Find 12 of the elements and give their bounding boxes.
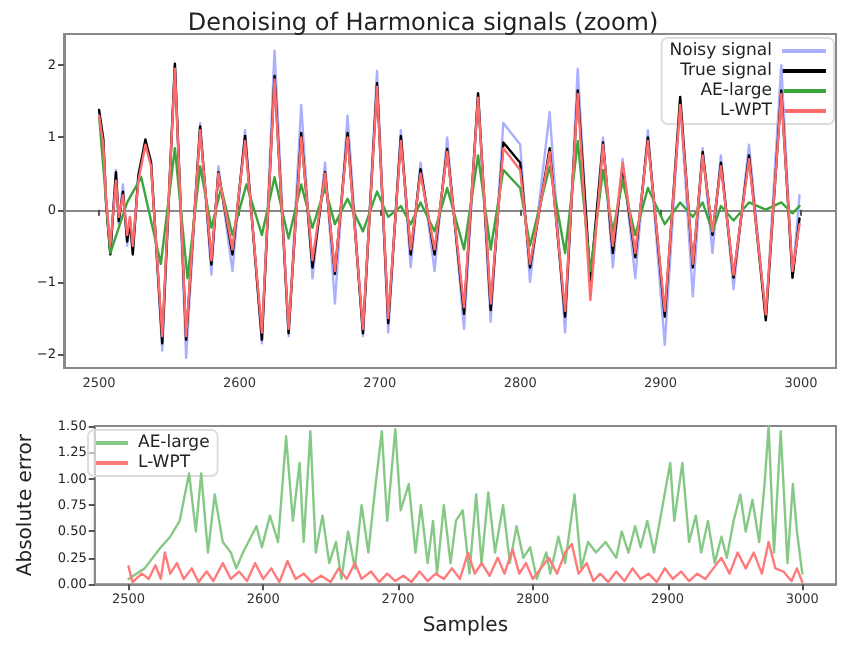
x-axis-title: Samples	[422, 615, 509, 637]
line-series	[127, 424, 804, 581]
legend-label: L-WPT	[138, 453, 192, 473]
y-axis-title: Absolute error	[15, 432, 37, 577]
legend-label: True signal	[678, 61, 772, 81]
line-series	[97, 114, 801, 280]
line-series	[127, 540, 804, 584]
legend-label: AE-large	[700, 81, 772, 101]
chart-title: Denoising of Harmonica signals (zoom)	[187, 8, 659, 36]
legend-label: AE-large	[138, 433, 210, 453]
legend-label: L-WPT	[719, 101, 774, 121]
legend-label: Noisy signal	[669, 41, 772, 61]
